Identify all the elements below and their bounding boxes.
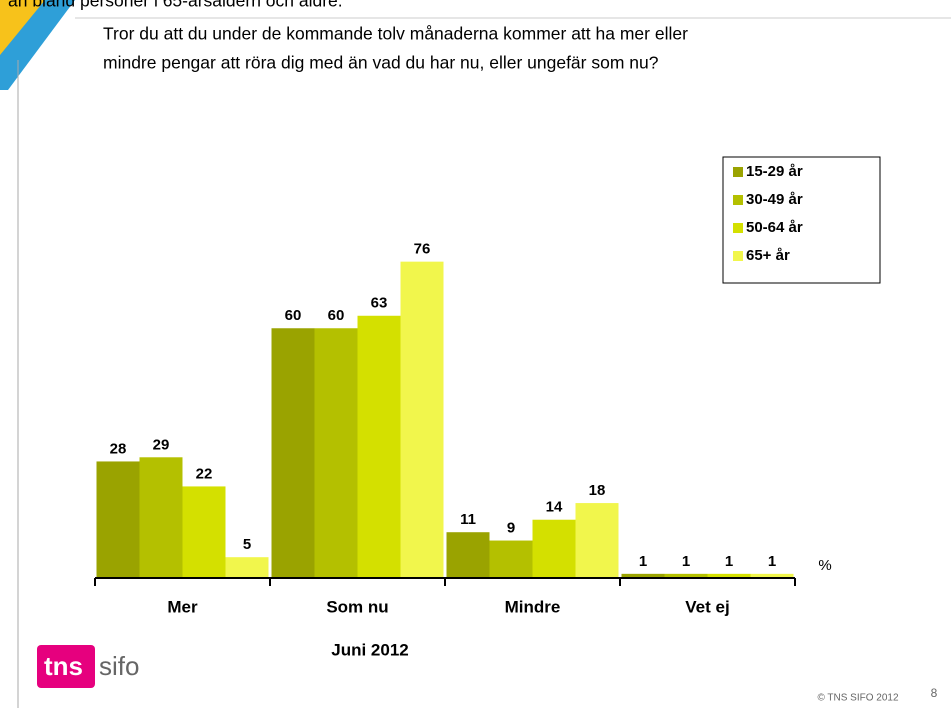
bar [575,503,619,578]
data-label: 5 [243,536,251,553]
legend-swatch [733,167,743,177]
bar [182,486,226,578]
legend-box [722,156,881,284]
logo-box [37,645,95,688]
legend-swatch [733,251,743,261]
data-label: 63 [371,295,388,312]
x-tick-label: Mindre [505,597,561,616]
bar [446,532,490,578]
data-label: 28 [110,440,127,457]
slide-heading: än bland personer i 65-årsåldern och äld… [8,0,343,11]
data-label: 60 [285,307,302,324]
legend-label: 50-64 år [746,219,803,236]
data-label: 1 [682,553,690,570]
question: Tror du att du under de kommande tolv må… [103,24,688,44]
bar [621,573,665,578]
bar [532,519,576,578]
data-label: 1 [768,553,776,570]
logo-text: sifo [99,651,139,681]
bar [139,457,183,578]
x-tick-label: Vet ej [685,597,729,616]
data-label: 76 [414,241,431,258]
bar [707,573,751,578]
legend-swatch [733,223,743,233]
bar [314,328,358,578]
page-number: 8 [931,686,938,700]
bar [271,328,315,578]
x-axis-label: Juni 2012 [331,640,409,659]
corner-decoration [0,0,45,55]
legend-swatch [733,195,743,205]
logo-text: tns [44,651,83,681]
legend-label: 65+ år [746,247,790,264]
bar [96,461,140,578]
bar [400,261,444,578]
bar [489,540,533,578]
bar [664,573,708,578]
data-label: 29 [153,436,170,453]
legend-label: 30-49 år [746,191,803,208]
x-tick-label: Mer [167,597,198,616]
data-label: 14 [546,499,563,516]
bar [750,573,794,578]
data-label: 22 [196,465,213,482]
data-label: 1 [639,553,647,570]
data-label: 9 [507,520,515,537]
data-label: 60 [328,307,345,324]
copyright: © TNS SIFO 2012 [817,693,899,704]
data-label: 11 [460,511,476,528]
legend-label: 15-29 år [746,163,803,180]
unit-label: % [818,557,831,574]
data-label: 18 [589,482,606,499]
x-tick-label: Som nu [326,597,388,616]
bar [225,557,269,578]
question: mindre pengar att röra dig med än vad du… [103,53,659,73]
bar [357,315,401,578]
data-label: 1 [725,553,733,570]
